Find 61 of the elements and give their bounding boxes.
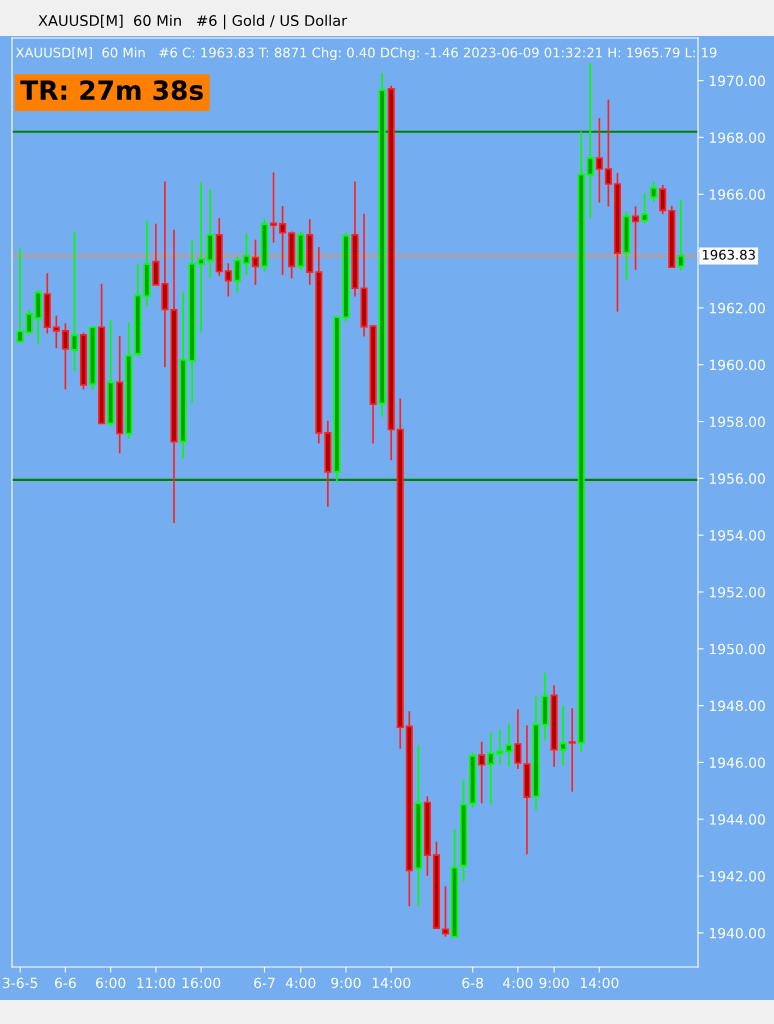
candlestick — [568, 707, 576, 793]
x-tick-label: 4:00 — [502, 977, 533, 989]
y-tick-label: 1950.00 — [709, 643, 765, 655]
candlestick — [487, 731, 495, 806]
x-tick-label: 11:00 — [137, 977, 175, 989]
x-tick-label: 9:00 — [331, 977, 361, 989]
x-tick-label: 4:00 — [285, 977, 316, 989]
x-tick-label: 6-8 — [462, 977, 484, 989]
candlestick — [269, 171, 278, 244]
annotation: TR: 27m 38s — [20, 80, 203, 101]
x-tick-label: 6:00 — [96, 977, 126, 989]
candlestick — [659, 184, 667, 215]
candlestick — [604, 98, 612, 208]
x-tick-label: 14:00 — [580, 977, 619, 989]
y-tick-label: 1952.00 — [709, 586, 765, 598]
y-tick-label: 1944.00 — [709, 814, 765, 825]
x-tick-label: 14:00 — [372, 977, 411, 989]
candlestick — [242, 232, 250, 276]
candlestick — [152, 222, 160, 286]
candlestick — [650, 180, 658, 204]
y-tick-label: 1942.00 — [709, 871, 765, 882]
y-tick-label: 1962.00 — [709, 302, 765, 314]
candlestick — [478, 740, 486, 805]
y-tick-label: 1958.00 — [709, 416, 765, 428]
y-tick-label: 1940.00 — [709, 927, 765, 939]
x-tick-label: 6-6 — [55, 977, 76, 989]
y-tick-label: 1970.00 — [709, 75, 765, 87]
x-tick-label: 9:00 — [539, 977, 569, 989]
candlestick — [61, 322, 69, 391]
x-tick-label: 16:00 — [182, 977, 221, 989]
y-tick-label: 1966.00 — [709, 189, 765, 200]
candlestick — [677, 198, 685, 272]
candlestick — [641, 192, 649, 225]
y-tick-label: 1968.00 — [709, 132, 765, 143]
candlestick — [632, 205, 640, 271]
candlestick — [441, 885, 450, 938]
x-tick-label: 6-7 — [254, 977, 275, 989]
annotation: XAUUSD[M] 60 Min #6 C: 1963.83 T: 8871 Chg: 0.40 DChg: -1.46 2023-06-09 01:32:21 H: 1965.79 L: 19 — [15, 47, 717, 61]
candlestick — [251, 238, 259, 286]
candlestick — [224, 262, 232, 298]
candlestick — [559, 704, 567, 767]
x-tick-label: 3-6-5 — [2, 977, 38, 989]
candlestick — [279, 205, 287, 276]
candlestick — [16, 247, 24, 343]
candlestick — [496, 728, 504, 766]
y-tick-label: 1960.00 — [709, 359, 765, 371]
candlestick — [514, 708, 522, 770]
y-tick-label: 1948.00 — [709, 700, 765, 712]
candlestick — [25, 309, 33, 335]
y-tick-label: 1946.00 — [709, 757, 765, 768]
y-tick-label: 1956.00 — [709, 473, 765, 484]
candlestick — [52, 314, 60, 350]
candlestick — [70, 230, 78, 372]
candlestick — [586, 62, 594, 219]
chart-title: XAUUSD[M] 60 Min #6 | Gold / US Dollar — [38, 14, 348, 30]
candlestick — [595, 117, 603, 204]
candlestick — [197, 181, 205, 334]
y-tick-label: 1954.00 — [709, 530, 765, 541]
candlestick — [233, 255, 241, 294]
candlestick — [505, 722, 513, 768]
ref-line-label: 1963.83 — [702, 249, 755, 260]
